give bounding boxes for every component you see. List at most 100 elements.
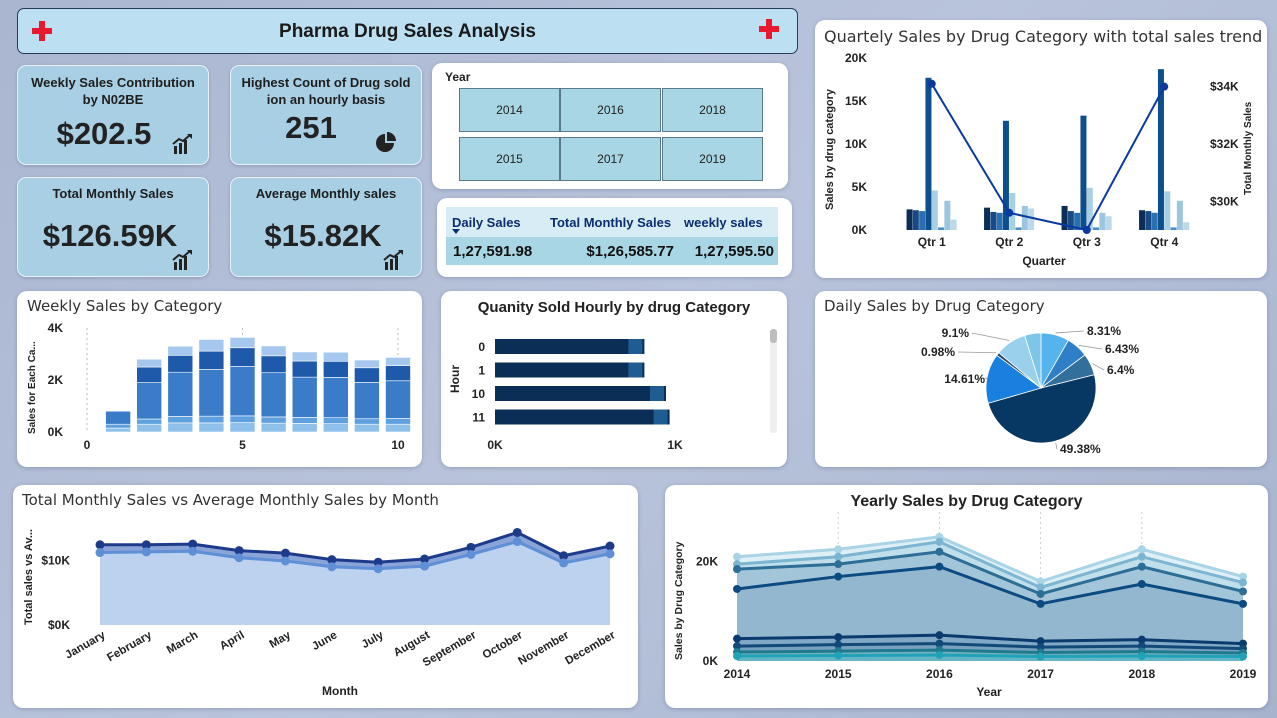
data-point (188, 539, 198, 549)
kpi-total-monthly-sales: Total Monthly Sales $126.59K (17, 177, 209, 277)
bar (1021, 205, 1028, 230)
label-leader (957, 351, 997, 354)
data-point (188, 546, 198, 556)
stacked-bar-segment (105, 410, 131, 425)
monthly-sales-chart-card: Total Monthly Sales vs Average Monthly S… (13, 485, 638, 708)
y2-tick-label: $32K (1210, 137, 1239, 151)
stacked-bar-segment (167, 371, 194, 417)
weekly-sales-chart: 4K 2K 0K Sales for Each Ca... 0 5 10 (27, 321, 411, 452)
stacked-bar-segment (260, 416, 287, 424)
chart-title: Daily Sales by Drug Category (824, 297, 1045, 315)
stacked-bar-segment (322, 351, 349, 362)
label-leader (971, 332, 1010, 341)
bar (931, 190, 938, 230)
data-point (280, 548, 290, 558)
bar (1105, 216, 1112, 230)
trend-point (1082, 226, 1091, 234)
kpi-value: 251 (285, 110, 337, 145)
bar (1067, 211, 1074, 230)
bar (1139, 210, 1146, 230)
yearly-sales-chart-card: Yearly Sales by Drug Category 20K 0K Sales… (665, 485, 1268, 708)
data-point (935, 651, 944, 660)
table-header-weekly-sales[interactable]: weekly sales (678, 207, 778, 237)
stacked-bar-segment (136, 418, 162, 425)
x-tick-label: 2016 (926, 667, 953, 681)
year-slicer: Year 2014 2016 2018 2015 2017 2019 (432, 63, 788, 189)
stacked-bar-segment (354, 418, 380, 425)
x-tick-label: 0K (487, 438, 503, 452)
series-line (736, 648, 1244, 655)
year-button-2016[interactable]: 2016 (560, 88, 661, 132)
table-header-total-monthly-sales[interactable]: Total Monthly Sales (546, 207, 678, 237)
trend-point (1160, 82, 1169, 91)
data-point (95, 540, 105, 550)
chart-title: Quartely Sales by Drug Category with tot… (824, 27, 1263, 46)
stacked-bar-segment (229, 347, 256, 367)
sales-table-card: Daily Sales Total Monthly Sales weekly s… (437, 198, 792, 277)
data-point (1137, 635, 1146, 644)
pie-data-label: 8.31% (1087, 324, 1121, 338)
data-point (1137, 652, 1146, 661)
vertical-scrollbar[interactable] (770, 329, 777, 433)
y-tick-label: 0 (478, 340, 485, 354)
page-title: Pharma Drug Sales Analysis (279, 21, 536, 42)
data-point (733, 565, 741, 574)
series-line (736, 565, 1244, 606)
stacked-bar-segment (260, 422, 287, 433)
bar (944, 200, 951, 230)
kpi-value: $126.59K (42, 218, 178, 253)
data-point (1239, 587, 1247, 596)
year-button-2019[interactable]: 2019 (662, 137, 763, 181)
sort-arrow-icon (452, 229, 460, 234)
line-chart-icon (383, 250, 405, 275)
stacked-bar-segment (167, 355, 194, 373)
y-tick-label: 10 (472, 387, 486, 401)
pie-data-label: 9.1% (942, 326, 970, 340)
label-leader (984, 377, 989, 380)
x-tick-label: 10 (391, 438, 405, 452)
year-button-2018[interactable]: 2018 (662, 88, 763, 132)
column-header-label: weekly sales (684, 214, 763, 230)
data-point (1036, 652, 1045, 661)
data-point (834, 552, 843, 561)
bar (1176, 200, 1183, 230)
data-point (935, 537, 944, 546)
stacked-bar-segment (354, 367, 380, 383)
data-point (834, 633, 843, 642)
trend-point (1005, 208, 1014, 217)
stacked-bar-segment (229, 422, 256, 433)
hourly-quantity-chart-card: Quanity Sold Hourly by drug Category Hou… (441, 291, 787, 467)
stacked-bar-segment (322, 377, 349, 419)
kpi-label: Weekly Sales Contribution by N02BE (31, 75, 195, 107)
kpi-value: $202.5 (56, 116, 152, 151)
data-point (141, 540, 151, 550)
data-point (466, 542, 476, 552)
red-cross-icon-right (759, 19, 779, 39)
pie-data-label: 14.61% (944, 372, 985, 386)
bar (1164, 191, 1171, 230)
stacked-bar-segment (354, 423, 380, 433)
y-tick-label: 4K (48, 321, 64, 335)
x-tick-label: February (105, 629, 154, 664)
series-line-average (99, 539, 611, 571)
x-axis-label: Year (976, 685, 1002, 699)
scrollbar-thumb[interactable] (770, 329, 777, 343)
chart-title: Quanity Sold Hourly by drug Category (477, 299, 751, 316)
year-button-2017[interactable]: 2017 (560, 137, 661, 181)
bar (1151, 212, 1158, 230)
x-tick-label: 2019 (1230, 667, 1257, 681)
y-tick-label: $0K (48, 618, 70, 632)
year-button-2014[interactable]: 2014 (459, 88, 560, 132)
pie-data-label: 6.4% (1107, 363, 1135, 377)
series-line (736, 633, 1244, 646)
label-leader (1078, 344, 1103, 350)
y-tick-label: 5K (852, 180, 868, 194)
bar (1145, 211, 1152, 230)
year-button-2015[interactable]: 2015 (459, 137, 560, 181)
bar (495, 386, 666, 401)
pie-data-label: 49.38% (1060, 442, 1101, 456)
stacked-bar-segment (322, 417, 349, 424)
red-cross-icon-left (32, 21, 52, 41)
table-header-daily-sales[interactable]: Daily Sales (446, 207, 546, 237)
data-point (1036, 637, 1045, 646)
